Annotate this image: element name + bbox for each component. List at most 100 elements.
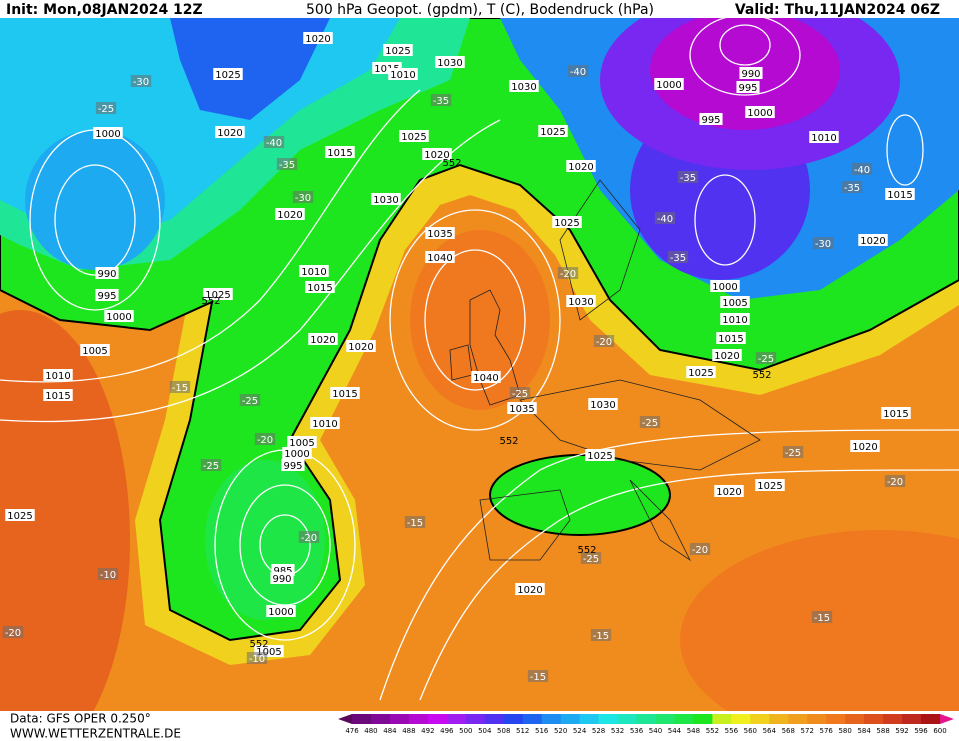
warm-field	[0, 310, 130, 711]
scale-label: 496	[440, 727, 454, 735]
pressure-label-box	[80, 344, 110, 356]
pressure-label-group: 1020	[712, 349, 742, 362]
scale-swatch	[503, 714, 524, 724]
scale-swatch	[465, 714, 486, 724]
temperature-label-group: -40	[567, 65, 589, 78]
pressure-label-box	[346, 340, 376, 352]
pressure-label: 995	[701, 115, 720, 126]
pressure-label-box	[885, 188, 915, 200]
pressure-label-box	[215, 126, 245, 138]
scale-swatch	[750, 714, 770, 724]
pressure-label: 1010	[45, 371, 70, 382]
pressure-label-group: 1020	[714, 485, 744, 498]
temperature-label-group: -35	[276, 158, 298, 171]
pressure-label: 1020	[310, 335, 335, 346]
scale-swatch	[864, 714, 884, 724]
temperature-label: -30	[815, 239, 831, 250]
pressure-label: 1010	[301, 267, 326, 278]
pressure-label-group: 1020	[275, 208, 305, 221]
pressure-label: 1025	[401, 132, 426, 143]
temperature-label-group: -10	[97, 568, 119, 581]
scale-label: 552	[706, 727, 719, 735]
pressure-label-group: 1030	[588, 398, 618, 411]
pressure-label: 1030	[511, 82, 536, 93]
pressure-label: 1025	[587, 451, 612, 462]
pressure-label-box	[305, 281, 335, 293]
pressure-label-group: 1030	[371, 193, 401, 206]
temperature-label: -20	[596, 337, 612, 348]
pressure-label-box	[275, 208, 305, 220]
cutoff-low	[205, 460, 325, 620]
temperature-label-box	[97, 568, 119, 580]
pressure-label: 1035	[427, 229, 452, 240]
pressure-label-group: 1010	[809, 131, 839, 144]
pressure-label: 1025	[688, 368, 713, 379]
pressure-label-group: 1005	[287, 436, 317, 449]
scale-swatch	[826, 714, 846, 724]
temperature-label: -15	[172, 383, 188, 394]
pressure-label: 1030	[437, 58, 462, 69]
pressure-label-box	[371, 193, 401, 205]
temperature-label-group: -30	[812, 237, 834, 250]
pressure-label-box	[710, 280, 740, 292]
temperature-label-box	[95, 102, 117, 114]
init-time: Init: Mon,08JAN2024 12Z	[6, 2, 203, 18]
pressure-label: 1015	[332, 389, 357, 400]
scale-swatch	[921, 714, 941, 724]
scale-swatch	[788, 714, 808, 724]
pressure-label-box	[686, 366, 716, 378]
height-label-group: 552	[577, 545, 596, 556]
pressure-label-box	[720, 296, 750, 308]
temperature-label-box	[169, 381, 191, 393]
temperature-label-box	[782, 446, 804, 458]
pressure-label-group: 1040	[471, 371, 501, 384]
pressure-label-group: 1020	[215, 126, 245, 139]
pressure-label-box	[95, 267, 119, 279]
scale-label: 516	[535, 727, 549, 735]
pressure-label: 1015	[307, 283, 332, 294]
temperature-label-box	[567, 65, 589, 77]
pressure-label-group: 1025	[552, 216, 582, 229]
scale-swatch	[617, 714, 638, 724]
temperature-label: -35	[670, 253, 686, 264]
pressure-label-box	[95, 289, 119, 301]
temperature-label: -35	[680, 173, 696, 184]
temperature-label-group: -40	[851, 163, 873, 176]
pressure-label-box	[422, 148, 452, 160]
pressure-label-box	[566, 295, 596, 307]
pressure-label-box	[858, 234, 888, 246]
pressure-label-group: 1020	[303, 32, 333, 45]
scale-swatch	[370, 714, 391, 724]
pressure-label: 1020	[424, 150, 449, 161]
pressure-label: 1020	[852, 442, 877, 453]
pressure-label-box	[588, 398, 618, 410]
map-title: 500 hPa Geopot. (gpdm), T (C), Bodendruc…	[306, 2, 654, 18]
pressure-label: 1025	[7, 511, 32, 522]
pressure-label-box	[399, 130, 429, 142]
pressure-label-group: 1000	[266, 605, 296, 618]
temperature-label: -20	[887, 477, 903, 488]
pressure-label-group: 1015	[325, 146, 355, 159]
pressure-label-group: 1030	[566, 295, 596, 308]
pressure-label: 1010	[312, 419, 337, 430]
pressure-label: 1020	[716, 487, 741, 498]
scale-swatch	[484, 714, 505, 724]
scale-label: 536	[630, 727, 644, 735]
temperature-label-group: -15	[404, 516, 426, 529]
pressure-label: 1040	[427, 253, 452, 264]
pressure-label-box	[388, 68, 418, 80]
scale-label: 512	[516, 727, 529, 735]
pressure-label-group: 1030	[509, 80, 539, 93]
temperature-label-group: -15	[527, 670, 549, 683]
temperature-label-box	[298, 531, 320, 543]
pressure-label-box	[325, 146, 355, 158]
scale-swatch	[598, 714, 619, 724]
pressure-label-box	[809, 131, 839, 143]
scale-swatch	[902, 714, 922, 724]
pressure-label-box	[712, 349, 742, 361]
pressure-label: 990	[741, 69, 760, 80]
pressure-label-box	[435, 56, 465, 68]
pressure-label-box	[425, 227, 455, 239]
pressure-label-group: 1020	[308, 333, 338, 346]
